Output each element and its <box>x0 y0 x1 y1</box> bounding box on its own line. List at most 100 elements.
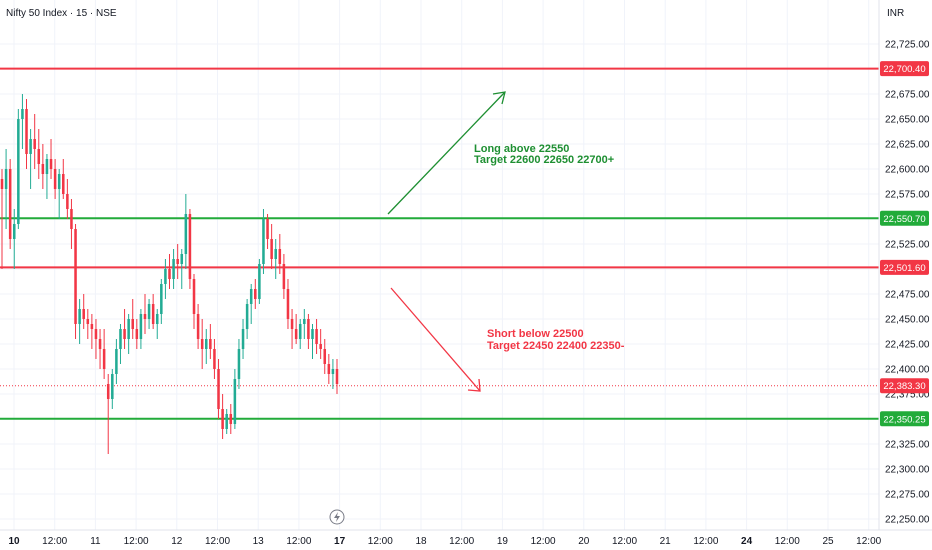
candle-body[interactable] <box>335 369 339 384</box>
candle-body[interactable] <box>270 239 273 259</box>
candle-body[interactable] <box>25 109 28 154</box>
time-tick-label[interactable]: 12 <box>171 536 183 547</box>
candle-body[interactable] <box>4 169 8 189</box>
candle-body[interactable] <box>180 254 184 264</box>
time-tick-label[interactable]: 12:00 <box>531 536 556 547</box>
flash-icon[interactable] <box>329 509 345 525</box>
time-tick-label[interactable]: 11 <box>90 536 101 547</box>
candle-body[interactable] <box>323 349 327 364</box>
short-arrow-line[interactable] <box>390 287 481 392</box>
currency-label[interactable]: INR <box>887 8 904 19</box>
candle-body[interactable] <box>139 314 143 339</box>
time-tick-label[interactable]: 12:00 <box>856 536 881 547</box>
candle-body[interactable] <box>274 249 277 259</box>
candle-body[interactable] <box>98 339 102 349</box>
candle-body[interactable] <box>303 319 306 324</box>
time-tick-label[interactable]: 12:00 <box>612 536 637 547</box>
time-tick-label[interactable]: 12:00 <box>449 536 474 547</box>
candle-body[interactable] <box>135 329 139 339</box>
candle-body[interactable] <box>258 264 261 299</box>
candle-body[interactable] <box>254 289 257 299</box>
candle-body[interactable] <box>57 174 61 189</box>
candle-body[interactable] <box>172 259 175 279</box>
candle-body[interactable] <box>147 304 151 319</box>
candle-body[interactable] <box>70 209 73 229</box>
price-tick-label[interactable]: 22,650.00 <box>885 115 930 126</box>
time-tick-label[interactable]: 24 <box>741 536 753 547</box>
price-tick-label[interactable]: 22,425.00 <box>885 340 930 351</box>
candle-body[interactable] <box>45 159 49 174</box>
candle-body[interactable] <box>294 329 298 339</box>
long-annotation-line2[interactable]: Target 22600 22650 22700+ <box>474 154 614 166</box>
time-tick-label[interactable]: 25 <box>822 536 834 547</box>
candle-body[interactable] <box>282 264 286 289</box>
candle-body[interactable] <box>123 329 126 339</box>
candle-body[interactable] <box>213 349 216 369</box>
price-tick-label[interactable]: 22,250.00 <box>885 515 930 526</box>
time-tick-label[interactable]: 12:00 <box>205 536 230 547</box>
candle-body[interactable] <box>225 414 228 429</box>
price-tick-label[interactable]: 22,600.00 <box>885 165 930 176</box>
candle-body[interactable] <box>188 214 192 279</box>
candle-body[interactable] <box>74 229 77 324</box>
candle-body[interactable] <box>266 219 269 239</box>
candle-body[interactable] <box>78 309 81 324</box>
candle-body[interactable] <box>94 329 98 339</box>
candle-body[interactable] <box>49 159 53 169</box>
candle-body[interactable] <box>33 139 36 149</box>
candle-body[interactable] <box>29 139 32 154</box>
candle-body[interactable] <box>119 329 122 349</box>
candle-body[interactable] <box>196 314 200 339</box>
candle-body[interactable] <box>127 319 130 339</box>
long-annotation-line1[interactable]: Long above 22550 <box>474 143 569 155</box>
time-tick-label[interactable]: 12:00 <box>368 536 393 547</box>
time-tick-label[interactable]: 21 <box>660 536 672 547</box>
candle-body[interactable] <box>327 364 331 374</box>
candle-body[interactable] <box>319 344 322 349</box>
price-tick-label[interactable]: 22,575.00 <box>885 190 930 201</box>
candle-body[interactable] <box>90 324 94 329</box>
candle-body[interactable] <box>151 304 155 324</box>
price-tick-label[interactable]: 22,325.00 <box>885 440 930 451</box>
time-tick-label[interactable]: 20 <box>578 536 590 547</box>
candle-body[interactable] <box>21 109 24 119</box>
price-tick-label[interactable]: 22,300.00 <box>885 465 930 476</box>
price-tick-label[interactable]: 22,675.00 <box>885 90 930 101</box>
candle-body[interactable] <box>106 384 110 399</box>
candle-body[interactable] <box>249 289 253 304</box>
candle-body[interactable] <box>111 374 114 399</box>
candle-body[interactable] <box>233 379 237 424</box>
candle-body[interactable] <box>209 339 212 349</box>
candle-body[interactable] <box>278 249 282 264</box>
candle-body[interactable] <box>143 314 147 319</box>
candle-body[interactable] <box>315 329 318 344</box>
candle-body[interactable] <box>217 369 220 409</box>
time-tick-label[interactable]: 10 <box>8 536 20 547</box>
price-tick-label[interactable]: 22,525.00 <box>885 240 930 251</box>
candle-body[interactable] <box>192 279 196 314</box>
time-tick-label[interactable]: 12:00 <box>693 536 718 547</box>
candle-body[interactable] <box>221 409 224 429</box>
short-annotation-line2[interactable]: Target 22450 22400 22350- <box>487 340 625 352</box>
candle-body[interactable] <box>53 169 57 189</box>
candle-body[interactable] <box>262 219 265 264</box>
candle-body[interactable] <box>229 414 233 424</box>
candle-body[interactable] <box>184 214 188 254</box>
candle-body[interactable] <box>160 284 163 314</box>
short-annotation-line1[interactable]: Short below 22500 <box>487 328 584 340</box>
price-tick-label[interactable]: 22,275.00 <box>885 490 930 501</box>
time-tick-label[interactable]: 19 <box>497 536 509 547</box>
candle-body[interactable] <box>131 319 134 329</box>
price-tick-label[interactable]: 22,375.00 <box>885 390 930 401</box>
candle-body[interactable] <box>62 174 65 194</box>
candle-body[interactable] <box>115 349 118 374</box>
time-tick-label[interactable]: 17 <box>334 536 346 547</box>
candle-body[interactable] <box>290 319 294 329</box>
candle-body[interactable] <box>245 304 249 329</box>
candle-body[interactable] <box>331 369 335 374</box>
candle-body[interactable] <box>37 149 41 164</box>
candle-body[interactable] <box>307 319 310 339</box>
candle-body[interactable] <box>86 319 90 324</box>
candle-body[interactable] <box>102 349 106 369</box>
